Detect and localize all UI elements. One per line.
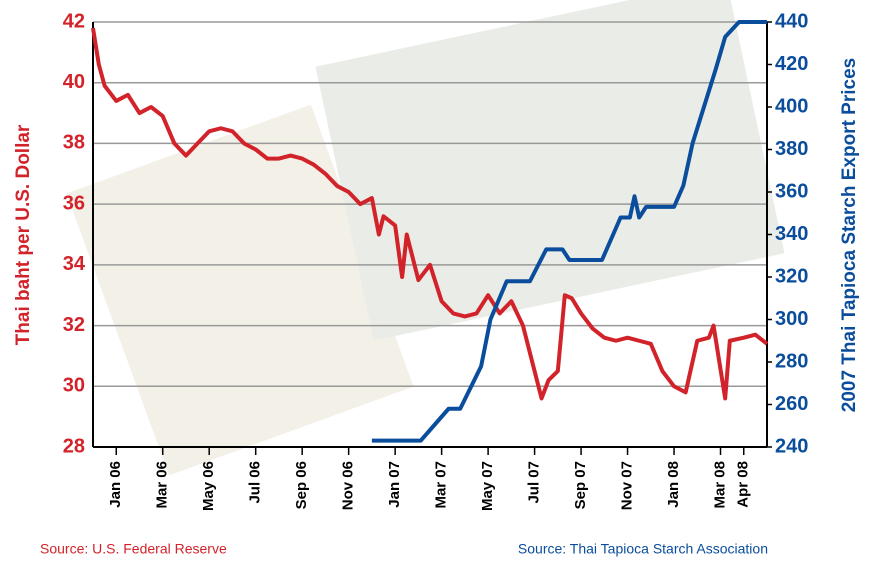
y-tick-label: 36 <box>63 192 85 214</box>
y2-tick-label: 280 <box>775 350 808 372</box>
y-tick-label: 38 <box>63 132 85 154</box>
x-tick-label: Jul 06 <box>247 461 264 504</box>
x-tick-label: Mar 06 <box>154 461 171 509</box>
x-tick-label: Sep 06 <box>293 461 310 509</box>
source-right: Source: Thai Tapioca Starch Association <box>518 541 768 557</box>
y2-tick-label: 420 <box>775 53 808 75</box>
y2-tick-label: 360 <box>775 180 808 202</box>
y-tick-label: 30 <box>63 375 85 397</box>
y2-tick-label: 240 <box>775 435 808 457</box>
x-tick-label: Mar 08 <box>711 461 728 509</box>
x-tick-label: May 06 <box>200 461 217 511</box>
x-tick-label: Apr 08 <box>735 461 752 508</box>
source-left: Source: U.S. Federal Reserve <box>40 541 227 557</box>
y-tick-label: 32 <box>63 314 85 336</box>
x-tick-label: Jan 08 <box>665 461 682 508</box>
y2-tick-label: 340 <box>775 223 808 245</box>
y2-tick-label: 300 <box>775 308 808 330</box>
x-tick-label: Nov 06 <box>340 461 357 510</box>
y-tick-label: 28 <box>63 435 85 457</box>
x-tick-label: May 07 <box>479 461 496 511</box>
y2-axis-title: 2007 Thai Tapioca Starch Export Prices <box>839 58 860 412</box>
y-axis-title: Thai baht per U.S. Dollar <box>13 124 34 345</box>
y2-tick-label: 320 <box>775 265 808 287</box>
y-tick-label: 34 <box>63 253 86 275</box>
y2-tick-label: 260 <box>775 393 808 415</box>
x-tick-label: Nov 07 <box>619 461 636 510</box>
y-tick-label: 42 <box>63 10 85 32</box>
x-tick-label: Jan 07 <box>386 461 403 508</box>
x-tick-label: Mar 07 <box>433 461 450 509</box>
background-decor <box>67 0 785 475</box>
x-tick-label: Sep 07 <box>572 461 589 509</box>
chart: Thai baht per U.S. Dollar 2007 Thai Tapi… <box>0 0 876 569</box>
y2-tick-label: 400 <box>775 95 808 117</box>
x-tick-label: Jan 06 <box>107 461 124 508</box>
x-tick-label: Jul 07 <box>526 461 543 504</box>
y2-tick-label: 380 <box>775 138 808 160</box>
y2-tick-label: 440 <box>775 10 808 32</box>
y-tick-label: 40 <box>63 71 85 93</box>
